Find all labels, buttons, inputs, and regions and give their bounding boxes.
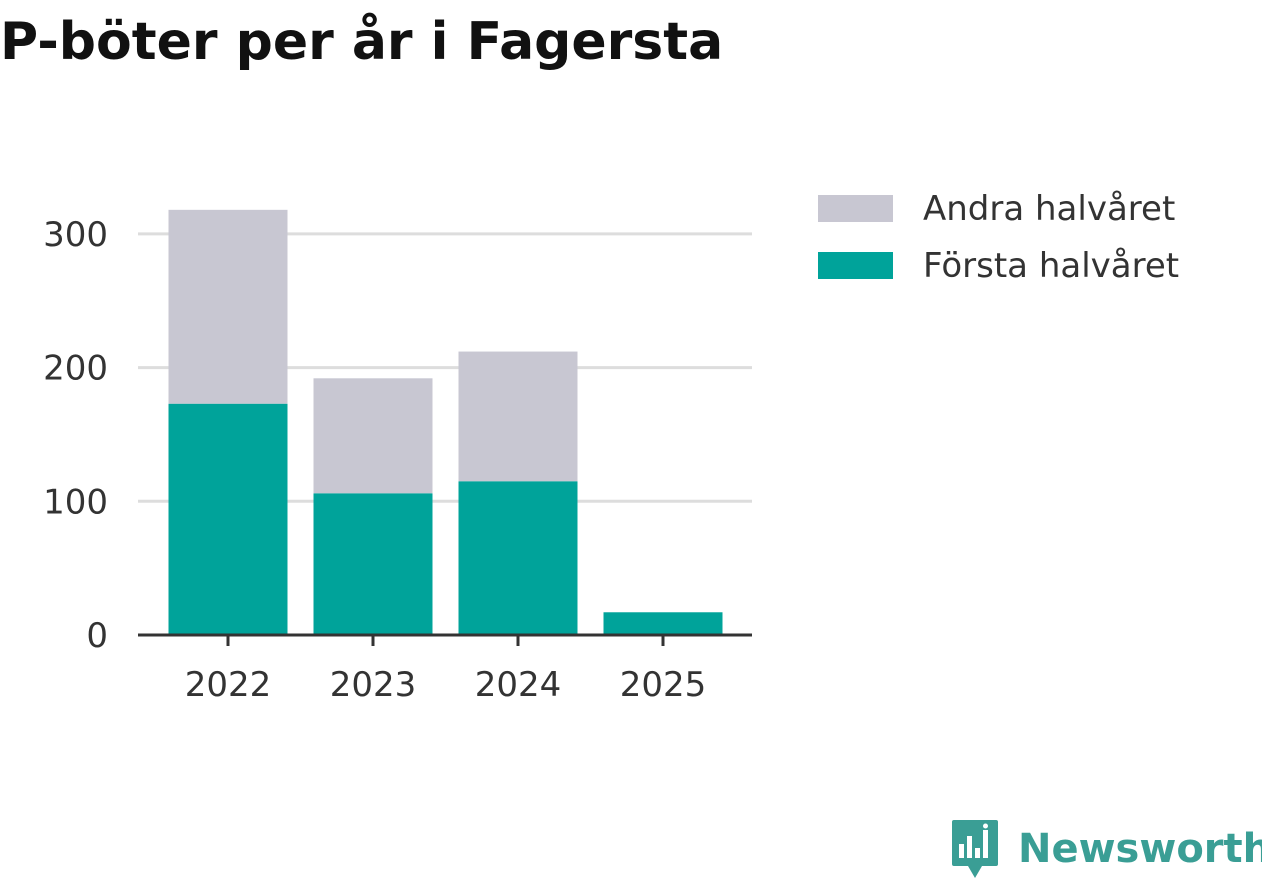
y-tick-label-0: 0 [86,616,108,656]
legend-item-andra-halvaret: Andra halvåret [818,180,1179,237]
legend-label-forsta-halvaret: Första halvåret [923,245,1180,286]
x-tick-label-2022: 2022 [185,665,272,705]
newsworthy-chart-icon [952,820,998,878]
newsworthy-wordmark: Newsworthy [1018,826,1262,872]
legend-label-andra-halvaret: Andra halvåret [923,188,1176,229]
newsworthy-logo: Newsworthy [950,818,1262,880]
x-tick-label-2024: 2024 [475,665,562,705]
bar-2024-andra-halvaret [458,351,578,482]
legend-swatch-forsta-halvaret [818,252,893,279]
bar-2022-andra-halvaret [168,209,288,404]
axes: 0 100 200 300 2022 2023 2024 2025 [43,215,752,705]
legend: Andra halvåret Första halvåret [818,180,1179,294]
bars [168,209,723,635]
chart-title: P-böter per år i Fagersta [0,12,724,72]
bar-2024-forsta-halvaret [458,481,578,635]
y-tick-label-200: 200 [43,349,108,389]
bar-2023-forsta-halvaret [313,493,433,635]
legend-item-forsta-halvaret: Första halvåret [818,237,1179,294]
bar-2022-forsta-halvaret [168,403,288,635]
y-tick-label-300: 300 [43,215,108,255]
y-tick-label-100: 100 [43,482,108,522]
bar-2023-andra-halvaret [313,378,433,494]
bar-2025-forsta-halvaret [603,612,723,635]
x-tick-label-2025: 2025 [620,665,707,705]
legend-swatch-andra-halvaret [818,195,893,222]
x-tick-label-2023: 2023 [330,665,417,705]
